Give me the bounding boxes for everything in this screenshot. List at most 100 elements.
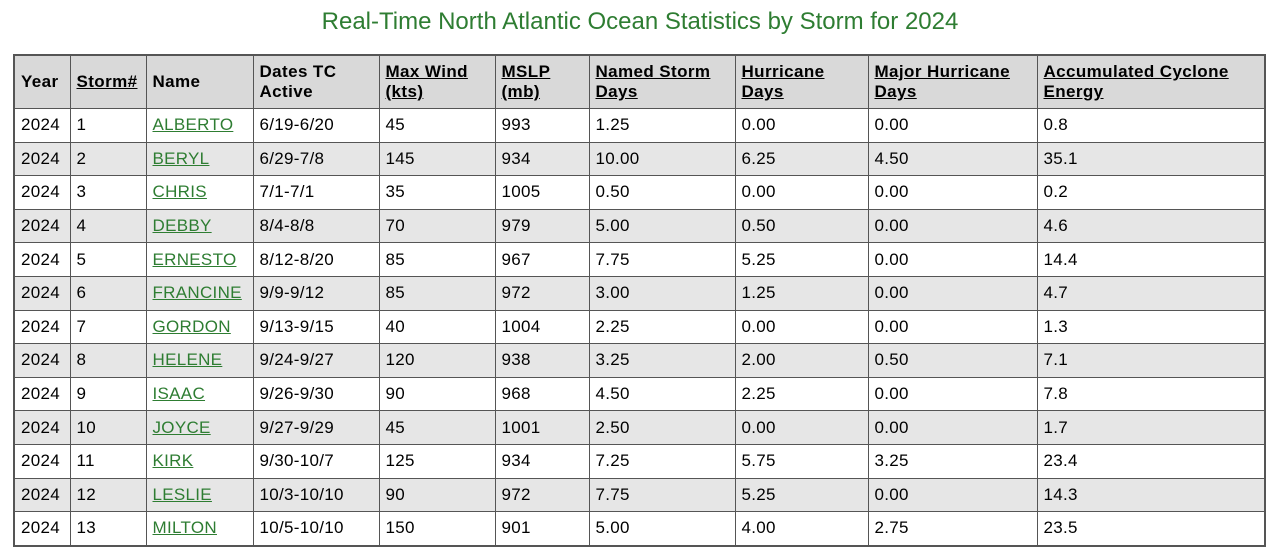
cell-year: 2024 bbox=[13, 275, 71, 311]
cell-dates-tc-active: 9/9-9/12 bbox=[252, 275, 380, 311]
storm-name-link[interactable]: BERYL bbox=[152, 148, 210, 168]
column-header-label[interactable]: Hurricane Days bbox=[741, 62, 825, 101]
cell-mslp: 934 bbox=[494, 443, 590, 479]
cell-storm-number: 9 bbox=[69, 376, 147, 412]
column-header-label[interactable]: Named Storm Days bbox=[595, 62, 711, 101]
cell-storm-number: 11 bbox=[69, 443, 147, 479]
cell-name: JOYCE bbox=[145, 410, 254, 445]
column-header-label[interactable]: Max Wind (kts) bbox=[385, 62, 468, 101]
cell-storm-number: 3 bbox=[69, 175, 147, 210]
cell-storm-number: 4 bbox=[69, 208, 147, 244]
cell-accumulated-cyclone-energy: 1.7 bbox=[1036, 410, 1266, 445]
cell-hurricane-days: 5.25 bbox=[734, 242, 869, 277]
cell-named-storm-days: 10.00 bbox=[588, 141, 736, 177]
cell-hurricane-days: 5.25 bbox=[734, 477, 869, 513]
cell-named-storm-days: 2.50 bbox=[588, 410, 736, 445]
cell-year: 2024 bbox=[13, 511, 71, 547]
storm-name-link[interactable]: HELENE bbox=[152, 350, 223, 370]
cell-dates-tc-active: 8/12-8/20 bbox=[252, 242, 380, 277]
cell-major-hurricane-days: 0.00 bbox=[867, 242, 1038, 277]
cell-dates-tc-active: 9/30-10/7 bbox=[252, 443, 380, 479]
cell-storm-number: 1 bbox=[69, 108, 147, 143]
cell-name: ISAAC bbox=[145, 376, 254, 412]
cell-dates-tc-active: 6/29-7/8 bbox=[252, 141, 380, 177]
cell-max-wind: 90 bbox=[378, 477, 496, 513]
cell-accumulated-cyclone-energy: 7.1 bbox=[1036, 343, 1266, 378]
table-row: 2024 2 BERYL 6/29-7/8 145 934 10.00 6.25 4.50 35.… bbox=[13, 141, 1266, 177]
cell-major-hurricane-days: 0.00 bbox=[867, 208, 1038, 244]
column-header-label[interactable]: Storm# bbox=[76, 72, 138, 91]
column-header-hurricane-days[interactable]: Hurricane Days bbox=[734, 54, 869, 109]
storm-name-link[interactable]: KIRK bbox=[152, 451, 194, 471]
column-header-label: Year bbox=[21, 72, 59, 91]
cell-hurricane-days: 0.00 bbox=[734, 410, 869, 445]
cell-name: CHRIS bbox=[145, 175, 254, 210]
table-row: 2024 9 ISAAC 9/26-9/30 90 968 4.50 2.25 0.00 7.8 bbox=[13, 376, 1266, 412]
table-row: 2024 6 FRANCINE 9/9-9/12 85 972 3.00 1.25 0.00 4.… bbox=[13, 275, 1266, 311]
page-title: Real-Time North Atlantic Ocean Statistic… bbox=[321, 8, 959, 35]
cell-storm-number: 10 bbox=[69, 410, 147, 445]
cell-dates-tc-active: 9/26-9/30 bbox=[252, 376, 380, 412]
cell-named-storm-days: 7.75 bbox=[588, 477, 736, 513]
cell-major-hurricane-days: 0.00 bbox=[867, 175, 1038, 210]
cell-named-storm-days: 5.00 bbox=[588, 208, 736, 244]
storm-name-link[interactable]: MILTON bbox=[152, 518, 217, 538]
cell-storm-number: 8 bbox=[69, 343, 147, 378]
storm-name-link[interactable]: GORDON bbox=[152, 316, 231, 336]
cell-hurricane-days: 0.50 bbox=[734, 208, 869, 244]
column-header-max-wind[interactable]: Max Wind (kts) bbox=[378, 54, 496, 109]
storm-name-link[interactable]: ISAAC bbox=[152, 384, 206, 404]
cell-named-storm-days: 7.75 bbox=[588, 242, 736, 277]
cell-named-storm-days: 1.25 bbox=[588, 108, 736, 143]
column-header-label[interactable]: Accumulated Cyclone Energy bbox=[1043, 62, 1229, 101]
cell-mslp: 972 bbox=[494, 275, 590, 311]
header-row: Year Storm# Name Dates TC Active Max Wind (k… bbox=[13, 54, 1266, 109]
column-header-label[interactable]: MSLP (mb) bbox=[501, 62, 551, 101]
cell-major-hurricane-days: 4.50 bbox=[867, 141, 1038, 177]
cell-hurricane-days: 6.25 bbox=[734, 141, 869, 177]
cell-named-storm-days: 3.25 bbox=[588, 343, 736, 378]
storm-name-link[interactable]: ALBERTO bbox=[152, 115, 234, 135]
table-row: 2024 12 LESLIE 10/3-10/10 90 972 7.75 5.25 0.00 1… bbox=[13, 477, 1266, 513]
cell-storm-number: 6 bbox=[69, 275, 147, 311]
column-header-name: Name bbox=[145, 54, 254, 109]
cell-mslp: 1001 bbox=[494, 410, 590, 445]
cell-year: 2024 bbox=[13, 242, 71, 277]
column-header-label: Dates TC Active bbox=[259, 62, 337, 101]
column-header-label[interactable]: Major Hurricane Days bbox=[874, 62, 1010, 101]
cell-major-hurricane-days: 0.00 bbox=[867, 275, 1038, 311]
cell-name: MILTON bbox=[145, 511, 254, 547]
cell-named-storm-days: 5.00 bbox=[588, 511, 736, 547]
cell-mslp: 934 bbox=[494, 141, 590, 177]
cell-year: 2024 bbox=[13, 141, 71, 177]
cell-hurricane-days: 2.00 bbox=[734, 343, 869, 378]
cell-named-storm-days: 4.50 bbox=[588, 376, 736, 412]
cell-dates-tc-active: 8/4-8/8 bbox=[252, 208, 380, 244]
cell-major-hurricane-days: 0.00 bbox=[867, 376, 1038, 412]
cell-year: 2024 bbox=[13, 443, 71, 479]
cell-year: 2024 bbox=[13, 108, 71, 143]
table-row: 2024 1 ALBERTO 6/19-6/20 45 993 1.25 0.00 0.00 0.… bbox=[13, 108, 1266, 143]
column-header-major-hurricane-days[interactable]: Major Hurricane Days bbox=[867, 54, 1038, 109]
column-header-mslp[interactable]: MSLP (mb) bbox=[494, 54, 590, 109]
column-header-named-storm-days[interactable]: Named Storm Days bbox=[588, 54, 736, 109]
cell-year: 2024 bbox=[13, 376, 71, 412]
storm-name-link[interactable]: FRANCINE bbox=[152, 283, 242, 303]
cell-max-wind: 120 bbox=[378, 343, 496, 378]
column-header-storm-number[interactable]: Storm# bbox=[69, 54, 147, 109]
cell-named-storm-days: 2.25 bbox=[588, 309, 736, 345]
cell-max-wind: 150 bbox=[378, 511, 496, 547]
storm-name-link[interactable]: JOYCE bbox=[152, 417, 211, 437]
storm-name-link[interactable]: LESLIE bbox=[152, 484, 212, 504]
column-header-accumulated-cyclone-energy[interactable]: Accumulated Cyclone Energy bbox=[1036, 54, 1266, 109]
column-header-dates-tc-active: Dates TC Active bbox=[252, 54, 380, 109]
cell-accumulated-cyclone-energy: 35.1 bbox=[1036, 141, 1266, 177]
cell-max-wind: 90 bbox=[378, 376, 496, 412]
table-row: 2024 10 JOYCE 9/27-9/29 45 1001 2.50 0.00 0.00 1.… bbox=[13, 410, 1266, 445]
cell-major-hurricane-days: 0.00 bbox=[867, 309, 1038, 345]
cell-name: LESLIE bbox=[145, 477, 254, 513]
storm-name-link[interactable]: DEBBY bbox=[152, 216, 212, 236]
storm-name-link[interactable]: CHRIS bbox=[152, 182, 207, 202]
storm-name-link[interactable]: ERNESTO bbox=[152, 249, 237, 269]
cell-major-hurricane-days: 2.75 bbox=[867, 511, 1038, 547]
